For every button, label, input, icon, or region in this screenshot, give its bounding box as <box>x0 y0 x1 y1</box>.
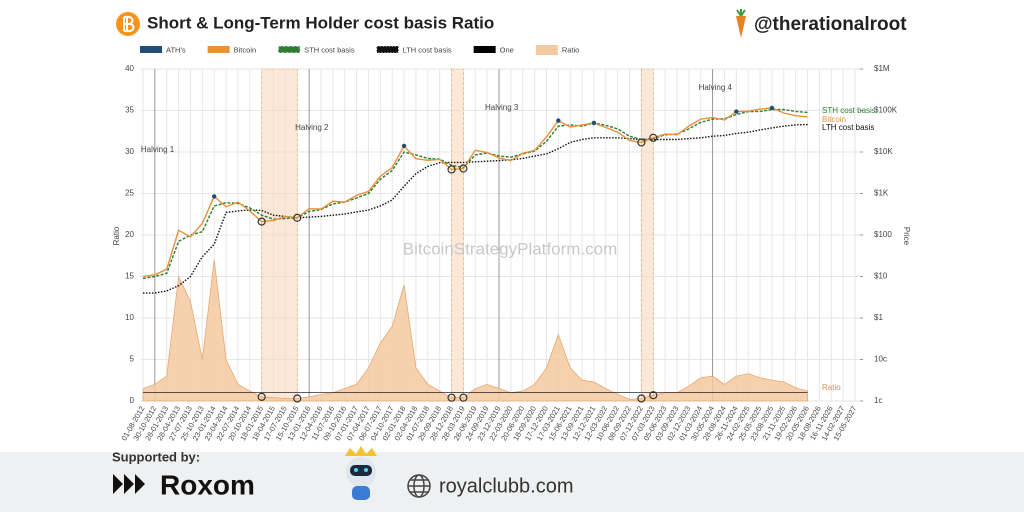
roxom-logo <box>113 474 145 494</box>
series-line <box>142 108 808 280</box>
y-tick-label: 30 <box>125 147 134 156</box>
carrot-icon <box>736 9 746 38</box>
y-tick-label: 5 <box>130 355 135 364</box>
series-end-label: STH cost basis <box>822 106 876 115</box>
series-end-label: Ratio <box>822 383 841 392</box>
y-tick-label: 35 <box>125 106 134 115</box>
y-axis-label: Ratio <box>112 226 121 245</box>
ath-marker <box>556 118 561 123</box>
crossing-marker <box>293 394 302 403</box>
crossing-marker <box>257 217 266 226</box>
website: royalclubb.com <box>439 475 574 497</box>
crossing-marker <box>637 394 646 403</box>
plot-background <box>140 68 860 402</box>
halving-label: Halving 1 <box>141 145 175 154</box>
halving-label: Halving 4 <box>699 83 733 92</box>
legend-swatch <box>207 46 230 53</box>
legend-swatch <box>140 46 162 53</box>
handle: @therationalroot <box>754 14 907 35</box>
legend-label: Bitcoin <box>234 45 257 54</box>
robot-icon <box>345 446 377 500</box>
y-tick-label: 40 <box>125 64 134 73</box>
legend-label: STH cost basis <box>304 45 355 54</box>
legend-swatch <box>535 45 558 55</box>
y2-tick-label: $1K <box>874 189 889 198</box>
legend-label: LTH cost basis <box>403 45 452 54</box>
series-line <box>142 107 808 278</box>
highlight-range <box>261 68 298 402</box>
footer-band <box>0 452 1024 512</box>
crossing-marker <box>459 164 468 173</box>
sponsor-name: Roxom <box>160 469 255 500</box>
legend-swatch <box>277 45 301 54</box>
bitcoin-icon <box>116 12 140 36</box>
legend-label: ATH's <box>166 45 186 54</box>
series-end-label: LTH cost basis <box>822 123 874 132</box>
legend-label: Ratio <box>562 45 580 54</box>
crossing-marker <box>649 133 658 142</box>
crossing-marker <box>447 165 456 174</box>
crossing-marker <box>459 393 468 402</box>
globe-icon <box>407 474 431 498</box>
highlight-range <box>641 68 654 402</box>
halving-label: Halving 3 <box>485 103 519 112</box>
y2-tick-label: 10c <box>874 355 887 364</box>
crossing-marker <box>293 213 302 222</box>
crossing-marker <box>257 392 266 401</box>
y2-tick-label: $100 <box>874 230 892 239</box>
y2-tick-label: $1M <box>874 64 890 73</box>
ath-marker <box>769 105 775 111</box>
ath-marker <box>734 109 739 114</box>
y2-tick-label: $1 <box>874 313 883 322</box>
crossing-marker <box>649 391 658 400</box>
y-tick-label: 25 <box>125 189 134 198</box>
watermark: BitcoinStrategyPlatform.com <box>403 239 617 258</box>
y2-tick-label: 1c <box>874 396 882 405</box>
legend-swatch <box>376 45 400 54</box>
y2-axis-label: Price <box>902 227 911 246</box>
ath-marker <box>212 194 217 199</box>
y-tick-label: 0 <box>130 396 135 405</box>
legend-label: One <box>500 45 514 54</box>
crossing-marker <box>637 138 646 147</box>
ath-marker <box>401 143 407 149</box>
legend-swatch <box>473 46 496 53</box>
y-tick-label: 20 <box>125 230 134 239</box>
y2-tick-label: $10 <box>874 272 888 281</box>
supported-label: Supported by: <box>112 449 200 464</box>
y-tick-label: 15 <box>125 272 134 281</box>
ath-marker <box>591 120 597 126</box>
title: Short & Long-Term Holder cost basis Rati… <box>147 13 494 32</box>
y2-tick-label: $10K <box>874 147 893 156</box>
highlight-range <box>451 68 464 402</box>
y-tick-label: 10 <box>125 313 134 322</box>
series-end-label: Bitcoin <box>822 115 846 124</box>
crossing-marker <box>447 393 456 402</box>
halving-label: Halving 2 <box>295 123 329 132</box>
y2-tick-label: $100K <box>874 106 898 115</box>
ratio-area <box>142 259 808 402</box>
